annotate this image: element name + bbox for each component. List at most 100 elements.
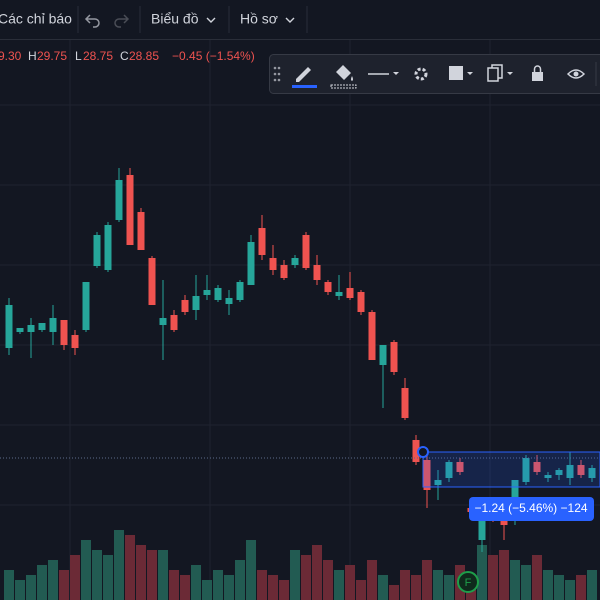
volume-bar: [224, 575, 234, 600]
candle-body: [346, 288, 354, 298]
volume-bar: [510, 560, 520, 600]
line-color-icon[interactable]: [296, 67, 311, 82]
volume-bar: [532, 555, 542, 600]
chart-menu[interactable]: Biểu đồ: [151, 11, 199, 27]
candle-body: [247, 242, 255, 285]
volume-bar: [323, 560, 333, 600]
volume-bar: [92, 550, 102, 600]
measure-box: [422, 451, 600, 488]
legend-h-label: H: [28, 49, 37, 63]
undo-icon[interactable]: [84, 14, 100, 28]
volume-bar: [235, 560, 245, 600]
candle-body: [291, 258, 299, 265]
volume-bar: [477, 545, 487, 600]
volume-bar: [246, 540, 256, 600]
profile-menu[interactable]: Hồ sơ: [240, 11, 278, 27]
fill-color-icon[interactable]: [336, 65, 353, 81]
candle-body: [258, 228, 266, 255]
candle-body: [324, 282, 332, 292]
candle-body: [445, 462, 453, 478]
clone-icon[interactable]: [487, 67, 499, 82]
lock-shackle: [533, 65, 542, 72]
candle-body: [203, 290, 211, 295]
volume-bar: [15, 580, 25, 600]
measure-handle[interactable]: [417, 446, 429, 458]
indicators-button[interactable]: Các chỉ báo: [0, 11, 72, 27]
candle-body: [148, 258, 156, 305]
candle-body: [357, 292, 365, 312]
legend-close: 28.85: [129, 49, 159, 63]
candle-body: [71, 335, 79, 348]
volume-bar: [400, 570, 410, 600]
candle-body: [412, 440, 420, 462]
volume-bar: [279, 580, 289, 600]
event-marker-label: F: [465, 577, 472, 589]
candle-body: [335, 292, 343, 296]
candle-body: [434, 480, 442, 485]
candle-body: [192, 296, 200, 310]
candle-body: [478, 515, 486, 540]
volume-bar: [268, 575, 278, 600]
top-bar: [0, 0, 600, 39]
candle-body: [379, 345, 387, 365]
measure-label-box: [469, 497, 594, 521]
settings-icon[interactable]: [414, 67, 428, 81]
fill-color-swatch: [330, 84, 357, 89]
chevron: [206, 17, 216, 23]
candle-body: [126, 175, 134, 245]
candle-body: [533, 462, 541, 472]
volume-bar: [444, 575, 454, 600]
volume-bar: [37, 565, 47, 600]
volume-bar: [543, 570, 553, 600]
candle-body: [104, 225, 112, 270]
candle-body: [60, 320, 68, 345]
volume-bar: [4, 570, 14, 600]
volume-bar: [389, 585, 399, 600]
candle-body: [511, 480, 519, 500]
candle-body: [588, 468, 596, 478]
volume-bar: [48, 560, 58, 600]
candle-body: [236, 282, 244, 300]
candle-body: [401, 388, 409, 418]
lock-icon[interactable]: [532, 72, 543, 81]
chevron: [507, 72, 513, 75]
candle-body: [313, 265, 321, 280]
candle-body: [159, 318, 167, 325]
ohlc-legend: 9.30 H 29.75 L 28.75 C 28.85 −0.45 (−1.5…: [0, 49, 255, 63]
legend-l-label: L: [75, 49, 82, 63]
candle-body: [269, 258, 277, 270]
volume-bar: [565, 580, 575, 600]
volume-bar: [26, 575, 36, 600]
volume-bar: [103, 555, 113, 600]
candle-body: [225, 298, 233, 304]
volume-bar: [290, 550, 300, 600]
visibility-icon[interactable]: [566, 69, 586, 79]
candle-body: [280, 265, 288, 278]
legend-c-label: C: [120, 49, 129, 63]
candle-body: [423, 460, 431, 490]
redo-icon[interactable]: [114, 14, 130, 28]
candle-body: [544, 475, 552, 478]
candle-body: [555, 470, 563, 475]
candle-body: [577, 465, 585, 475]
candle-body: [522, 458, 530, 482]
event-marker[interactable]: [457, 571, 479, 593]
candle-body: [214, 288, 222, 300]
volume-bar: [587, 570, 597, 600]
chevron: [393, 72, 399, 75]
volume-bar: [422, 560, 432, 600]
candle-body: [181, 300, 189, 312]
candle-body: [390, 342, 398, 372]
volume-bar: [356, 580, 366, 600]
visibility-pupil: [573, 71, 579, 77]
drag-handle[interactable]: [273, 66, 281, 82]
volume-bar: [114, 530, 124, 600]
template-icon[interactable]: [449, 66, 463, 80]
volume-bar: [81, 540, 91, 600]
volume-bar: [158, 550, 168, 600]
candle-body: [82, 282, 90, 330]
candle-body: [115, 180, 123, 220]
legend-open: 9.30: [0, 49, 22, 63]
